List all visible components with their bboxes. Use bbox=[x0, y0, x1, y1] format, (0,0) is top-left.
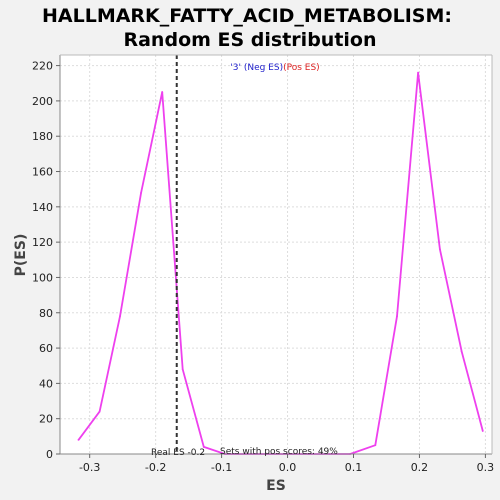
y-tick-label: 140 bbox=[32, 201, 53, 214]
y-tick-label: 180 bbox=[32, 130, 53, 143]
data-point bbox=[438, 248, 441, 251]
data-point bbox=[98, 410, 101, 413]
data-point bbox=[140, 191, 143, 194]
grid bbox=[60, 55, 492, 455]
data-point bbox=[77, 438, 80, 441]
y-tick-label: 0 bbox=[46, 448, 53, 461]
legend-pos-es: (Pos ES) bbox=[283, 63, 320, 73]
legend: '3' (Neg ES)(Pos ES) bbox=[230, 63, 319, 73]
x-tick-label: 0.3 bbox=[477, 461, 495, 474]
data-point bbox=[161, 91, 164, 93]
x-tick-label: 0.0 bbox=[279, 461, 297, 474]
data-point bbox=[396, 315, 398, 318]
chart-subtitle: Random ES distribution bbox=[123, 29, 376, 51]
axes: -0.3 -0.2 -0.1 0.0 0.1 0.2 0.3 0 20 40 60 80 100 120 1… bbox=[32, 54, 495, 474]
x-tick-label: -0.1 bbox=[211, 461, 232, 474]
y-tick-label: 160 bbox=[32, 166, 53, 179]
legend-neg-es: '3' (Neg ES) bbox=[230, 63, 283, 73]
data-point bbox=[481, 430, 484, 432]
x-tick-label: 0.1 bbox=[345, 461, 363, 474]
y-tick-label: 120 bbox=[32, 236, 53, 249]
data-point bbox=[119, 315, 121, 318]
plot-area bbox=[60, 55, 492, 454]
y-tick-label: 100 bbox=[32, 271, 53, 284]
y-tick-label: 220 bbox=[32, 60, 53, 73]
data-point bbox=[460, 350, 463, 353]
x-tick-label: -0.2 bbox=[145, 461, 166, 474]
data-point bbox=[374, 444, 377, 447]
x-tick-label: -0.3 bbox=[79, 461, 100, 474]
data-point bbox=[181, 368, 184, 371]
data-point bbox=[202, 446, 205, 448]
y-tick-label: 80 bbox=[39, 307, 53, 320]
real-es-label: Real ES -0.2 bbox=[151, 448, 205, 458]
y-axis-label: P(ES) bbox=[13, 234, 29, 277]
chart-title: HALLMARK_FATTY_ACID_METABOLISM: bbox=[42, 5, 452, 27]
y-tick-label: 200 bbox=[32, 95, 53, 108]
pos-scores-label: Sets with pos scores: 49% bbox=[220, 447, 338, 457]
x-tick-label: 0.2 bbox=[411, 461, 429, 474]
y-tick-label: 40 bbox=[39, 377, 53, 390]
y-tick-label: 20 bbox=[39, 413, 53, 426]
x-axis-label: ES bbox=[266, 478, 286, 494]
data-point bbox=[417, 71, 420, 74]
y-tick-label: 60 bbox=[39, 342, 53, 355]
